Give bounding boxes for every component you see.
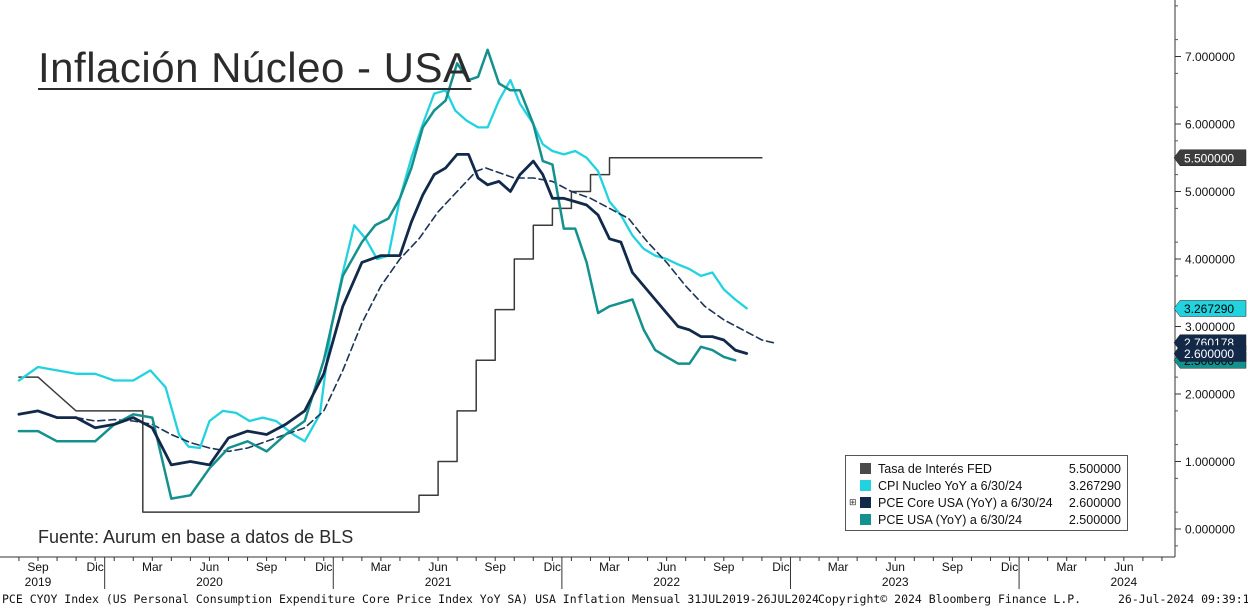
- x-month-label: Mar: [599, 560, 620, 574]
- x-month-label: Mar: [828, 560, 849, 574]
- x-month-label: Sep: [256, 560, 278, 574]
- x-year-label: 2022: [653, 575, 680, 589]
- value-tag: 3.267290: [1173, 300, 1247, 317]
- x-month-label: Dic: [544, 560, 561, 574]
- x-month-label: Sep: [27, 560, 49, 574]
- series-line-pce-core-usa-yoy-a-6-30-24: [17, 153, 749, 467]
- x-month-label: Dic: [315, 560, 332, 574]
- value-tag-bg: [1173, 300, 1247, 317]
- footer-copyright: Copyright© 2024 Bloomberg Finance L.P.: [818, 592, 1082, 606]
- y-tick-label: 6.000000: [1185, 118, 1235, 132]
- y-axis: 0.000000 1.000000 2.000000 3.000000 4.000000…: [1174, 0, 1235, 557]
- legend-label: Tasa de Interés FED: [878, 461, 992, 476]
- x-month-label: Mar: [142, 560, 163, 574]
- legend-value: 2.500000: [1068, 512, 1121, 527]
- x-year-label: 2020: [196, 575, 223, 589]
- x-month-label: Mar: [371, 560, 392, 574]
- legend-label: PCE USA (YoY) a 6/30/24: [878, 512, 1023, 527]
- legend-swatch: [860, 480, 871, 491]
- y-tick-label: 7.000000: [1185, 50, 1235, 64]
- x-month-label: Dic: [1001, 560, 1018, 574]
- value-tag-label: 2.600000: [1184, 347, 1234, 361]
- value-tag: 5.500000: [1173, 149, 1247, 166]
- legend-label: CPI Nucleo YoY a 6/30/24: [878, 478, 1023, 493]
- legend-swatch: [860, 514, 871, 525]
- source-note: Fuente: Aurum en base a datos de BLS: [38, 527, 354, 547]
- series-line-cpi-nucleo-yoy-a-6-30-24: [17, 78, 748, 450]
- x-month-label: Sep: [713, 560, 735, 574]
- footer-timestamp: 26-Jul-2024 09:39:11: [1118, 592, 1248, 606]
- y-tick-label: 0.000000: [1185, 523, 1235, 537]
- legend-swatch: [860, 497, 871, 508]
- x-axis: Sep Dic Mar Jun Sep Dic Mar Jun Sep Dic Mar Jun Sep D…: [0, 556, 1175, 589]
- y-tick-label: 4.000000: [1185, 253, 1235, 267]
- value-tag-bg: [1173, 345, 1247, 362]
- expand-icon[interactable]: ⊞: [849, 497, 857, 507]
- series-line-pce-usa-yoy-a-6-30-24: [17, 48, 737, 500]
- x-month-label: Jun: [200, 560, 219, 574]
- y-tick-label: 5.000000: [1185, 185, 1235, 199]
- chart-title: Inflación Núcleo - USA: [38, 44, 472, 91]
- x-month-label: Jun: [886, 560, 905, 574]
- legend-label: PCE Core USA (YoY) a 6/30/24: [878, 495, 1053, 510]
- value-tag-label: 5.500000: [1184, 151, 1234, 165]
- x-year-label: 2023: [882, 575, 909, 589]
- series-line-pce-core-promedio: [75, 167, 775, 453]
- x-month-label: Dic: [772, 560, 789, 574]
- series-lines: [17, 48, 775, 513]
- x-year-label: 2021: [425, 575, 452, 589]
- legend-swatch: [860, 463, 871, 474]
- x-month-label: Jun: [657, 560, 676, 574]
- x-year-label: 2019: [25, 575, 52, 589]
- legend-item-pce-core[interactable]: ⊞ PCE Core USA (YoY) a 6/30/24 2.600000: [849, 494, 1121, 511]
- x-month-label: Mar: [1056, 560, 1077, 574]
- y-tick-label: 3.000000: [1185, 320, 1235, 334]
- x-year-label: 2024: [1110, 575, 1137, 589]
- value-tag: 2.600000: [1173, 345, 1247, 362]
- legend-value: 5.500000: [1068, 461, 1121, 476]
- x-month-label: Jun: [428, 560, 447, 574]
- legend: Tasa de Interés FED 5.500000 CPI Nucleo …: [845, 455, 1128, 531]
- legend-value: 3.267290: [1068, 478, 1121, 493]
- x-month-label: Jun: [1114, 560, 1133, 574]
- value-tag-label: 3.267290: [1184, 302, 1234, 316]
- legend-item-pce: PCE USA (YoY) a 6/30/24 2.500000: [852, 511, 1121, 528]
- y-tick-label: 2.000000: [1185, 388, 1235, 402]
- legend-item-fed-rate: Tasa de Interés FED 5.500000: [852, 460, 1121, 477]
- legend-item-cpi-core: CPI Nucleo YoY a 6/30/24 3.267290: [852, 477, 1121, 494]
- x-month-label: Dic: [86, 560, 103, 574]
- footer-series-info: PCE CYOY Index (US Personal Consumption …: [2, 592, 819, 606]
- y-tick-label: 1.000000: [1185, 455, 1235, 469]
- value-tag-bg: [1173, 149, 1247, 166]
- x-month-label: Sep: [942, 560, 964, 574]
- x-month-label: Sep: [485, 560, 507, 574]
- legend-value: 2.600000: [1068, 495, 1121, 510]
- series-line-tasa-de-inter-s-fed: [18, 157, 763, 513]
